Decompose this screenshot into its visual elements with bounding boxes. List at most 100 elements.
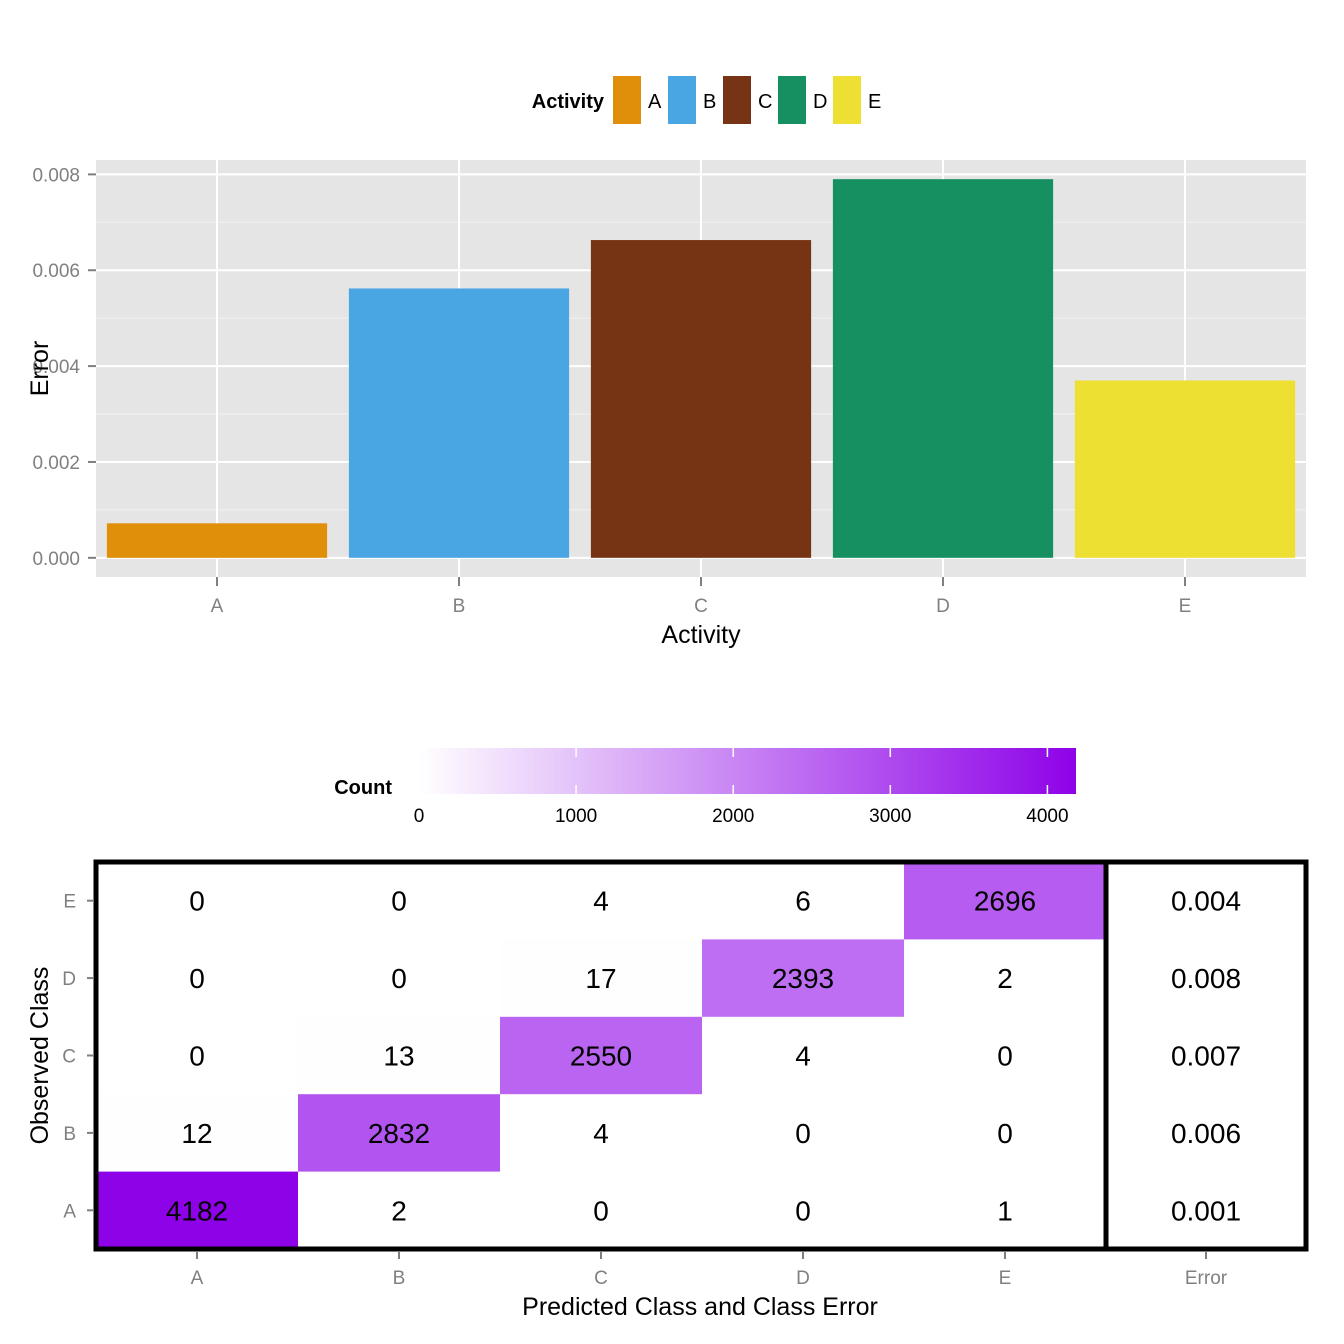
cell-C-E (904, 1016, 1107, 1095)
class-error-value: 0.006 (1171, 1118, 1241, 1149)
cell-value: 2550 (570, 1041, 632, 1072)
heatmap-x-tick-label: D (796, 1268, 810, 1289)
bar-legend: Activity A B C D E (532, 76, 881, 124)
legend-label-C: C (758, 91, 772, 113)
legend-label-A: A (648, 91, 662, 113)
cell-A-E (904, 1171, 1107, 1250)
legend-key-C (723, 76, 751, 124)
bar-C (590, 240, 812, 558)
heatmap-x-axis-title: Predicted Class and Class Error (522, 1293, 878, 1321)
error-column-border (1103, 859, 1309, 1252)
cell-C-B (298, 1016, 501, 1095)
heatmap-y-axis-title: Observed Class (26, 967, 54, 1145)
count-colorbar: Count 0 1000 2000 3000 4000 (334, 748, 1076, 827)
cell-value: 0 (997, 1118, 1013, 1149)
legend-key-B (668, 76, 696, 124)
cell-value: 2 (391, 1195, 407, 1226)
cell-D-B (298, 939, 501, 1018)
x-tick-label: A (211, 596, 224, 617)
cell-B-B (298, 1094, 501, 1173)
cell-value: 4 (593, 1118, 609, 1149)
cell-value: 0 (997, 1041, 1013, 1072)
legend-key-A (613, 76, 641, 124)
cell-value: 12 (181, 1118, 212, 1149)
cell-E-E (904, 862, 1107, 940)
cell-value: 2 (997, 963, 1013, 994)
cell-value: 6 (795, 886, 811, 917)
cell-value: 0 (795, 1118, 811, 1149)
colorbar-tick-label: 0 (414, 806, 425, 827)
cell-value: 4182 (166, 1195, 228, 1226)
cell-value: 2832 (368, 1118, 430, 1149)
cell-D-D (702, 939, 905, 1018)
legend-label-D: D (813, 91, 827, 113)
x-tick-label: B (453, 596, 466, 617)
heatmap-x-tick-label: E (999, 1268, 1012, 1289)
cell-value: 0 (593, 1195, 609, 1226)
legend-key-D (778, 76, 806, 124)
bar-E (1074, 380, 1296, 558)
bar-B (348, 288, 570, 558)
cell-A-C (500, 1171, 703, 1250)
bar-D (832, 179, 1054, 558)
cell-C-A (96, 1016, 299, 1095)
colorbar-tick-label: 2000 (712, 806, 754, 827)
cell-value: 4 (593, 886, 609, 917)
cell-D-A (96, 939, 299, 1018)
cell-E-C (500, 862, 703, 940)
cell-C-C (500, 1016, 703, 1095)
colorbar-title: Count (334, 777, 392, 799)
cell-value: 17 (585, 963, 616, 994)
colorbar-gradient (419, 748, 1076, 794)
y-tick-label: 0.000 (32, 549, 80, 570)
cell-B-A (96, 1094, 299, 1173)
heatmap-y-tick-label: E (63, 892, 76, 913)
heatmap-y-tick-label: B (63, 1124, 76, 1145)
class-error-value: 0.008 (1171, 963, 1241, 994)
cell-B-E (904, 1094, 1107, 1173)
cell-B-C (500, 1094, 703, 1173)
bar-A (106, 523, 328, 558)
cell-B-D (702, 1094, 905, 1173)
cell-A-B (298, 1171, 501, 1250)
legend-key-E (833, 76, 861, 124)
legend-title: Activity (532, 91, 605, 113)
colorbar-tick-label: 3000 (869, 806, 911, 827)
cell-E-D (702, 862, 905, 940)
cell-value: 4 (795, 1041, 811, 1072)
y-tick-label: 0.002 (32, 453, 80, 474)
y-tick-label: 0.006 (32, 261, 80, 282)
class-error-value: 0.004 (1171, 886, 1241, 917)
x-tick-label: D (936, 596, 950, 617)
cell-E-A (96, 862, 299, 940)
heatmap-x-tick-label: C (594, 1268, 608, 1289)
x-tick-label: E (1179, 596, 1192, 617)
x-tick-label: C (694, 596, 708, 617)
cell-A-D (702, 1171, 905, 1250)
cell-value: 0 (795, 1195, 811, 1226)
cell-C-D (702, 1016, 905, 1095)
cell-value: 13 (383, 1041, 414, 1072)
heatmap-y-tick-label: A (63, 1201, 76, 1222)
heatmap-x-tick-label: B (393, 1268, 406, 1289)
cell-value: 1 (997, 1195, 1013, 1226)
cell-value: 0 (189, 1041, 205, 1072)
bar-x-axis-title: Activity (661, 621, 741, 649)
cell-D-E (904, 939, 1107, 1018)
class-error-value: 0.007 (1171, 1041, 1241, 1072)
colorbar-tick-label: 4000 (1026, 806, 1068, 827)
class-error-value: 0.001 (1171, 1195, 1241, 1226)
y-tick-label: 0.004 (32, 357, 80, 378)
colorbar-tick-label: 1000 (555, 806, 597, 827)
legend-label-E: E (868, 91, 881, 113)
cell-value: 0 (391, 886, 407, 917)
legend-label-B: B (703, 91, 716, 113)
error-column-label: Error (1185, 1268, 1228, 1289)
cell-D-C (500, 939, 703, 1018)
heatmap-y-tick-label: C (62, 1047, 76, 1068)
heatmap-x-tick-label: A (191, 1268, 204, 1289)
bar-y-axis-title: Error (26, 341, 54, 397)
cell-value: 2696 (974, 886, 1036, 917)
cell-value: 0 (189, 963, 205, 994)
